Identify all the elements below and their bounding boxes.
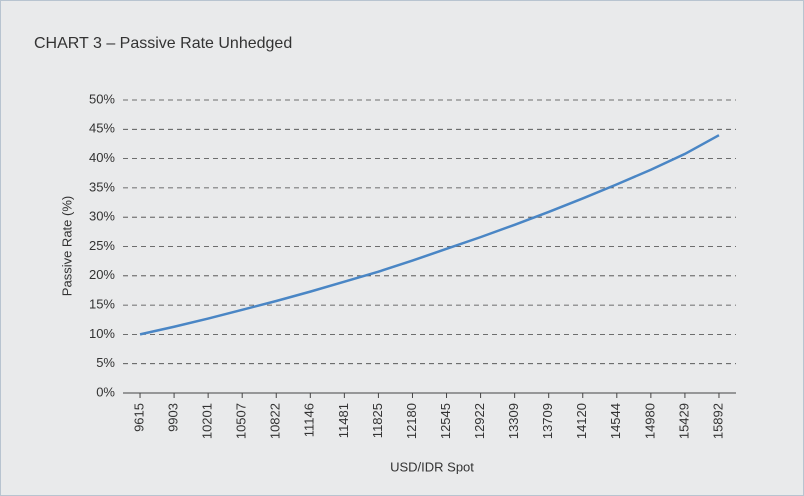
chart-title: CHART 3 – Passive Rate Unhedged (34, 35, 292, 52)
y-tick-label: 25% (89, 238, 115, 253)
x-tick-label: 10507 (234, 403, 249, 439)
x-tick-label: 10822 (268, 403, 283, 439)
x-tick-label: 12545 (438, 403, 453, 439)
x-tick-label: 15892 (710, 403, 725, 439)
x-tick-label: 9615 (131, 403, 146, 432)
x-tick-label: 11146 (302, 403, 317, 437)
y-tick-label: 35% (89, 179, 115, 194)
y-tick-label: 20% (89, 267, 115, 282)
y-axis-label: Passive Rate (%) (59, 196, 74, 296)
y-tick-label: 15% (89, 297, 115, 312)
y-tick-label: 40% (89, 150, 115, 165)
x-tick-label: 11481 (336, 403, 351, 438)
x-axis-label: USD/IDR Spot (390, 459, 474, 474)
x-tick-label: 11825 (370, 403, 385, 438)
x-tick-label: 13309 (506, 403, 521, 439)
x-tick-label: 14980 (642, 403, 657, 439)
x-tick-label: 14544 (608, 403, 623, 439)
x-tick-label: 15429 (676, 403, 691, 439)
y-tick-label: 30% (89, 209, 115, 224)
x-tick-label: 12922 (472, 403, 487, 439)
x-tick-label: 14120 (574, 403, 589, 439)
series-line (139, 134, 720, 336)
x-tick-label: 9903 (166, 403, 181, 432)
y-tick-label: 10% (89, 326, 115, 341)
y-tick-label: 45% (89, 121, 115, 136)
y-tick-label: 5% (96, 355, 115, 370)
x-tick-label: 13709 (540, 403, 555, 439)
x-tick-label: 12180 (404, 403, 419, 439)
y-tick-label: 50% (89, 91, 115, 106)
x-tick-label: 10201 (200, 403, 215, 439)
y-tick-label: 0% (96, 384, 115, 399)
